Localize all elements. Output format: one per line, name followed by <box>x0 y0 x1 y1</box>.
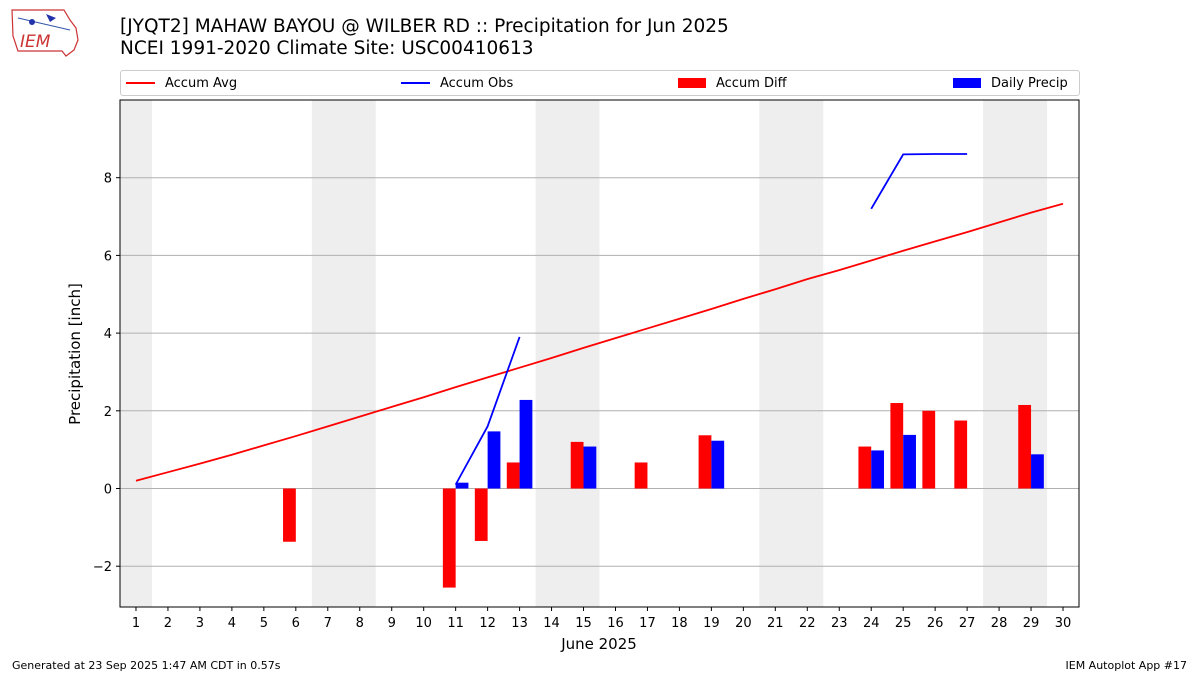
accum-diff-bar <box>698 435 712 489</box>
accum-obs-line <box>870 153 968 210</box>
x-tick-label: 7 <box>324 616 332 631</box>
legend-label-accum-obs: Accum Obs <box>440 75 514 91</box>
accum-diff-bar <box>570 441 584 489</box>
weekend-band <box>120 100 152 607</box>
x-tick-label: 30 <box>1055 616 1072 631</box>
y-tick-label: 6 <box>104 249 112 264</box>
x-axis-label: June 2025 <box>560 635 637 653</box>
bar-series <box>283 399 1044 588</box>
daily-precip-bar <box>711 440 725 489</box>
footer-generated: Generated at 23 Sep 2025 1:47 AM CDT in … <box>12 659 281 672</box>
x-tick-label: 10 <box>415 616 432 631</box>
x-tick-label: 28 <box>991 616 1008 631</box>
accum-diff-bar <box>506 462 520 489</box>
legend-swatch-accum-diff <box>678 78 706 88</box>
accum-diff-bar <box>858 446 872 489</box>
accum-diff-bar <box>922 410 936 489</box>
accum-diff-bar <box>442 488 456 588</box>
x-tick-label: 14 <box>543 616 560 631</box>
logo-flag-shape <box>46 14 56 22</box>
legend-item-accum-avg: Accum Avg <box>126 74 237 92</box>
x-tick-label: 22 <box>799 616 816 631</box>
accum-obs-line <box>454 336 521 486</box>
x-tick-label: 21 <box>767 616 784 631</box>
y-tick-label: 0 <box>104 483 112 498</box>
x-tick-label: 16 <box>607 616 624 631</box>
legend-swatch-accum-avg <box>126 82 155 84</box>
x-axis-ticks: 1 2 3 4 5 6 7 8 9 10 11 12 13 14 15 16 17 18 19 20 21 22 23 24 2… <box>132 607 1071 631</box>
x-tick-label: 25 <box>895 616 912 631</box>
weekend-band <box>311 100 376 607</box>
x-tick-label: 19 <box>703 616 720 631</box>
x-tick-label: 2 <box>164 616 172 631</box>
plot-frame <box>119 99 1080 608</box>
y-tick-label: 2 <box>104 405 112 420</box>
iem-logo-graphic: IEM <box>11 9 79 57</box>
accum-diff-bar <box>954 420 968 489</box>
legend-item-accum-diff: Accum Diff <box>678 74 787 92</box>
accum-diff-bar <box>890 403 904 489</box>
x-tick-label: 5 <box>260 616 268 631</box>
daily-precip-bar <box>519 399 533 489</box>
footer-app: IEM Autoplot App #17 <box>1065 659 1188 672</box>
accum-diff-bar <box>283 488 296 542</box>
weekend-band <box>983 100 1048 607</box>
x-tick-label: 3 <box>196 616 204 631</box>
x-tick-label: 9 <box>388 616 396 631</box>
x-tick-label: 23 <box>831 616 848 631</box>
daily-precip-bar <box>871 450 885 489</box>
x-tick-label: 18 <box>671 616 688 631</box>
weekend-band <box>759 100 824 607</box>
horizontal-gridlines <box>120 177 1079 567</box>
daily-precip-bar <box>583 446 597 489</box>
logo-line-shape <box>17 17 71 31</box>
logo-dot-shape <box>29 19 35 25</box>
logo-text: IEM <box>20 32 51 52</box>
chart-legend: Accum Avg Accum Obs Accum Diff Daily Pre… <box>120 70 1080 96</box>
x-tick-label: 26 <box>927 616 944 631</box>
x-tick-label: 24 <box>863 616 880 631</box>
x-tick-label: 8 <box>356 616 364 631</box>
iowa-outline-shape <box>11 9 79 57</box>
line-series <box>135 153 1064 486</box>
daily-precip-bar <box>1031 454 1044 489</box>
accum-diff-bar <box>474 488 488 541</box>
x-tick-label: 11 <box>447 616 464 631</box>
x-tick-label: 4 <box>228 616 236 631</box>
daily-precip-bar <box>455 482 469 489</box>
x-tick-label: 20 <box>735 616 752 631</box>
y-tick-label: 4 <box>104 327 112 342</box>
weekend-shading <box>120 100 1048 607</box>
legend-item-accum-obs: Accum Obs <box>401 74 513 92</box>
legend-item-daily-precip: Daily Precip <box>953 74 1068 92</box>
x-tick-label: 15 <box>575 616 592 631</box>
weekend-band <box>535 100 600 607</box>
accum-diff-bar <box>1018 404 1032 489</box>
x-tick-label: 6 <box>292 616 300 631</box>
legend-label-accum-avg: Accum Avg <box>165 75 238 91</box>
x-tick-label: 1 <box>132 616 140 631</box>
iem-logo: IEM <box>8 6 82 62</box>
daily-precip-bar <box>903 434 916 489</box>
y-tick-label: 8 <box>104 172 112 187</box>
x-tick-label: 29 <box>1023 616 1040 631</box>
accum-diff-bar <box>634 462 648 489</box>
x-tick-label: 27 <box>959 616 976 631</box>
chart-subtitle: NCEI 1991-2020 Climate Site: USC00410613 <box>120 38 534 59</box>
y-tick-label: −2 <box>93 560 112 575</box>
legend-swatch-daily-precip <box>953 78 981 88</box>
accum-avg-line <box>135 202 1064 482</box>
x-tick-label: 13 <box>511 616 528 631</box>
x-tick-label: 17 <box>639 616 656 631</box>
chart-title: [JYQT2] MAHAW BAYOU @ WILBER RD :: Preci… <box>120 16 729 37</box>
y-axis-ticks: −2 0 2 4 6 8 <box>93 172 120 575</box>
y-axis-label: Precipitation [inch] <box>66 283 84 425</box>
daily-precip-bar <box>487 431 501 489</box>
x-tick-label: 12 <box>479 616 496 631</box>
legend-label-daily-precip: Daily Precip <box>991 75 1068 91</box>
legend-label-accum-diff: Accum Diff <box>716 75 787 91</box>
legend-swatch-accum-obs <box>401 82 430 84</box>
